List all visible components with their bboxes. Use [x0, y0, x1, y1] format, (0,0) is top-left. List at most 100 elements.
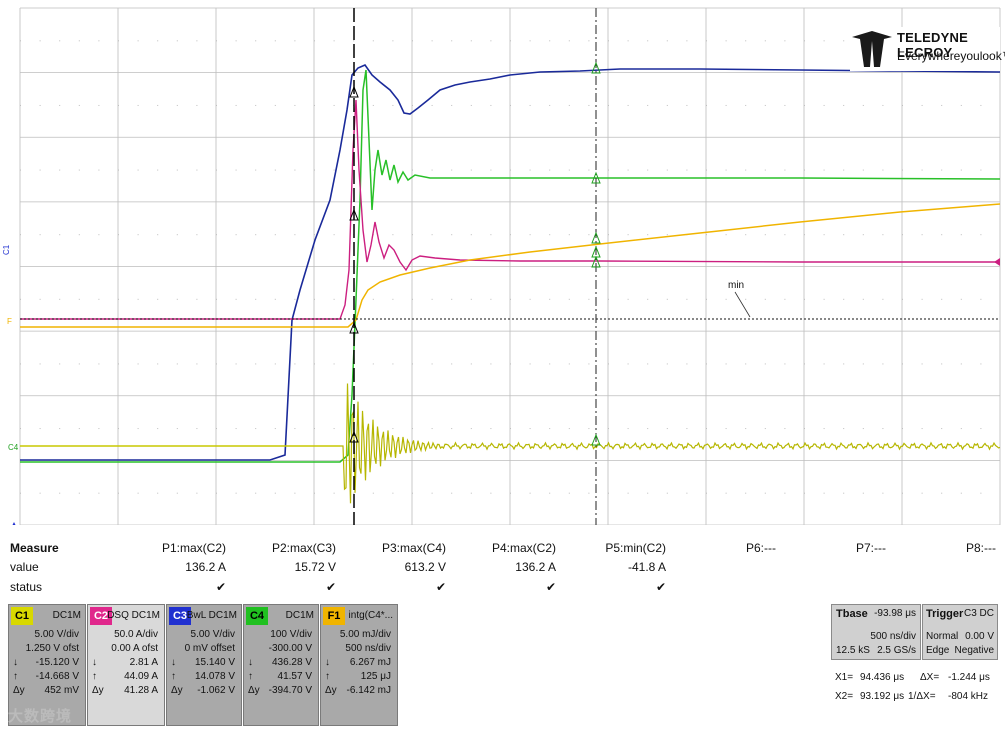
- trace-c3: [20, 64, 1001, 461]
- param-name[interactable]: P8:---: [966, 541, 996, 555]
- math-function: intg(C4*...: [348, 610, 393, 621]
- cursor-value: 125 μJ: [360, 671, 391, 682]
- tdiv: 500 ns/div: [345, 643, 391, 654]
- trigger-panel[interactable]: Trigger C3 DC Normal 0.00 V Edge Negativ…: [922, 604, 998, 660]
- timebase-tdiv: 500 ns/div: [870, 631, 916, 642]
- cursor-value: 15.140 V: [194, 657, 235, 668]
- param-name[interactable]: P5:min(C2): [605, 541, 666, 555]
- measure-status-row: status ✔ ✔ ✔ ✔ ✔: [0, 578, 1005, 598]
- trigger-mode: Normal: [926, 631, 959, 642]
- cursor-up-icon: ↑: [92, 671, 97, 682]
- offset: 0.00 A ofst: [111, 643, 158, 654]
- cursor-value: 44.09 A: [124, 671, 158, 682]
- delta-value: -6.142 mJ: [346, 685, 391, 696]
- delta-value: -1.062 V: [197, 685, 235, 696]
- waveform-traces: [20, 64, 1001, 504]
- delta-value: 452 mV: [44, 685, 79, 696]
- vdiv: 5.00 mJ/div: [339, 629, 391, 640]
- cursor-down-icon: ↓: [92, 657, 97, 668]
- cursor-marker-icon: [349, 321, 359, 334]
- status-check-icon: ✔: [655, 580, 666, 594]
- param-name[interactable]: P6:---: [746, 541, 776, 555]
- param-name[interactable]: P2:max(C3): [271, 541, 336, 555]
- teledyne-lecroy-logo: TELEDYNE LECROY Everywhereyoulook™: [850, 27, 1005, 71]
- status-check-icon: ✔: [325, 580, 336, 594]
- channel-coupling: DC1M: [52, 610, 81, 621]
- threshold-marker-label: min: [728, 280, 744, 291]
- cursor-value: 6.267 mJ: [349, 657, 391, 668]
- offset: -300.00 V: [268, 643, 312, 654]
- channel-panel-c3[interactable]: C3 BwL DC1M 5.00 V/div 0 mV offset ↓ 15.14…: [166, 604, 242, 726]
- param-name[interactable]: P1:max(C2): [161, 541, 226, 555]
- vdiv: 5.00 V/div: [190, 629, 235, 640]
- x2-label: X2=: [835, 691, 854, 702]
- delta-label: Δy: [92, 685, 104, 696]
- delta-label: Δy: [248, 685, 260, 696]
- param-name[interactable]: P3:max(C4): [381, 541, 446, 555]
- marker-c1: C1: [2, 244, 11, 255]
- trace-c2: [20, 99, 1000, 320]
- timebase-offset: -93.98 μs: [874, 608, 916, 619]
- channel-panel-c4[interactable]: C4 DC1M 100 V/div -300.00 V ↓ 436.28 V ↑ 41…: [243, 604, 319, 726]
- math-panel-f1[interactable]: F1 intg(C4*... 5.00 mJ/div 500 ns/div ↓ 6.…: [320, 604, 398, 726]
- logo-brand: TELEDYNE LECROY: [897, 30, 968, 60]
- timebase-samples: 12.5 kS: [836, 645, 870, 656]
- param-value: 613.2 V: [404, 560, 446, 574]
- param-value: -41.8 A: [627, 560, 666, 574]
- delta-value: -394.70 V: [268, 685, 312, 696]
- marker-c2-arrow: [994, 258, 1000, 266]
- channel-chip[interactable]: C3: [169, 607, 191, 625]
- cursor-up-icon: ↑: [248, 671, 253, 682]
- offset: 0 mV offset: [184, 643, 235, 654]
- cursor-marker-icon: [349, 208, 359, 221]
- graticule: [19, 7, 1001, 525]
- cursor-down-icon: ↓: [171, 657, 176, 668]
- cursor-marker-icon: [591, 171, 601, 184]
- marker-c4: C4: [8, 443, 19, 452]
- value-row-label: value: [10, 560, 39, 574]
- cursor-value: 41.57 V: [277, 671, 312, 682]
- inverse-dx-value: -804 kHz: [948, 691, 989, 702]
- param-name[interactable]: P7:---: [856, 541, 886, 555]
- param-value: 136.2 A: [515, 560, 556, 574]
- cursor-marker-icon: [591, 231, 601, 244]
- oscilloscope-display: min C1 F C4: [2, 7, 1001, 525]
- vdiv: 5.00 V/div: [34, 629, 79, 640]
- vdiv: 100 V/div: [270, 629, 312, 640]
- dx-label: ΔX=: [920, 672, 940, 683]
- channel-chip[interactable]: C2: [90, 607, 112, 625]
- cursor-marker-icon: [591, 61, 601, 74]
- trace-f1: [20, 203, 1001, 328]
- param-name[interactable]: P4:max(C2): [491, 541, 556, 555]
- param-value: 15.72 V: [294, 560, 336, 574]
- param-value: 136.2 A: [185, 560, 226, 574]
- trigger-slope: Negative: [954, 645, 994, 656]
- status-row-label: status: [10, 580, 43, 594]
- measure-header-row: Measure P1:max(C2) P2:max(C3) P3:max(C4)…: [0, 539, 1005, 559]
- cursor-value: 14.078 V: [194, 671, 235, 682]
- timebase-label: Tbase: [836, 608, 868, 620]
- cursor-down-icon: ↓: [325, 657, 330, 668]
- trigger-label: Trigger: [926, 608, 964, 620]
- cursor-marker-icon: [591, 255, 601, 268]
- channel-chip[interactable]: C4: [246, 607, 268, 625]
- status-check-icon: ✔: [545, 580, 556, 594]
- cursor-marker-icon: [591, 433, 601, 446]
- vdiv: 50.0 A/div: [114, 629, 158, 640]
- delta-label: Δy: [13, 685, 25, 696]
- channel-coupling: DC1M: [285, 610, 314, 621]
- channel-chip[interactable]: F1: [323, 607, 345, 625]
- measure-title[interactable]: Measure: [10, 541, 59, 555]
- channel-panel-c1[interactable]: C1 DC1M 5.00 V/div 1.250 V ofst ↓ -15.120 …: [8, 604, 86, 726]
- timebase-panel[interactable]: Tbase -93.98 μs 500 ns/div 12.5 kS 2.5 G…: [831, 604, 921, 660]
- marker-f1: F: [7, 317, 12, 326]
- channel-chip[interactable]: C1: [11, 607, 33, 625]
- delta-value: 41.28 A: [124, 685, 158, 696]
- channel-panel-c2[interactable]: C2 DSQ DC1M 50.0 A/div 0.00 A ofst ↓ 2.81 …: [87, 604, 165, 726]
- cursor-value: 436.28 V: [271, 657, 312, 668]
- channel-coupling: BwL DC1M: [186, 610, 237, 621]
- cursor-up-icon: ↑: [325, 671, 330, 682]
- x1-value: 94.436 μs: [860, 672, 905, 683]
- timebase-rate: 2.5 GS/s: [877, 645, 916, 656]
- cursor-marker-icon: [349, 85, 359, 98]
